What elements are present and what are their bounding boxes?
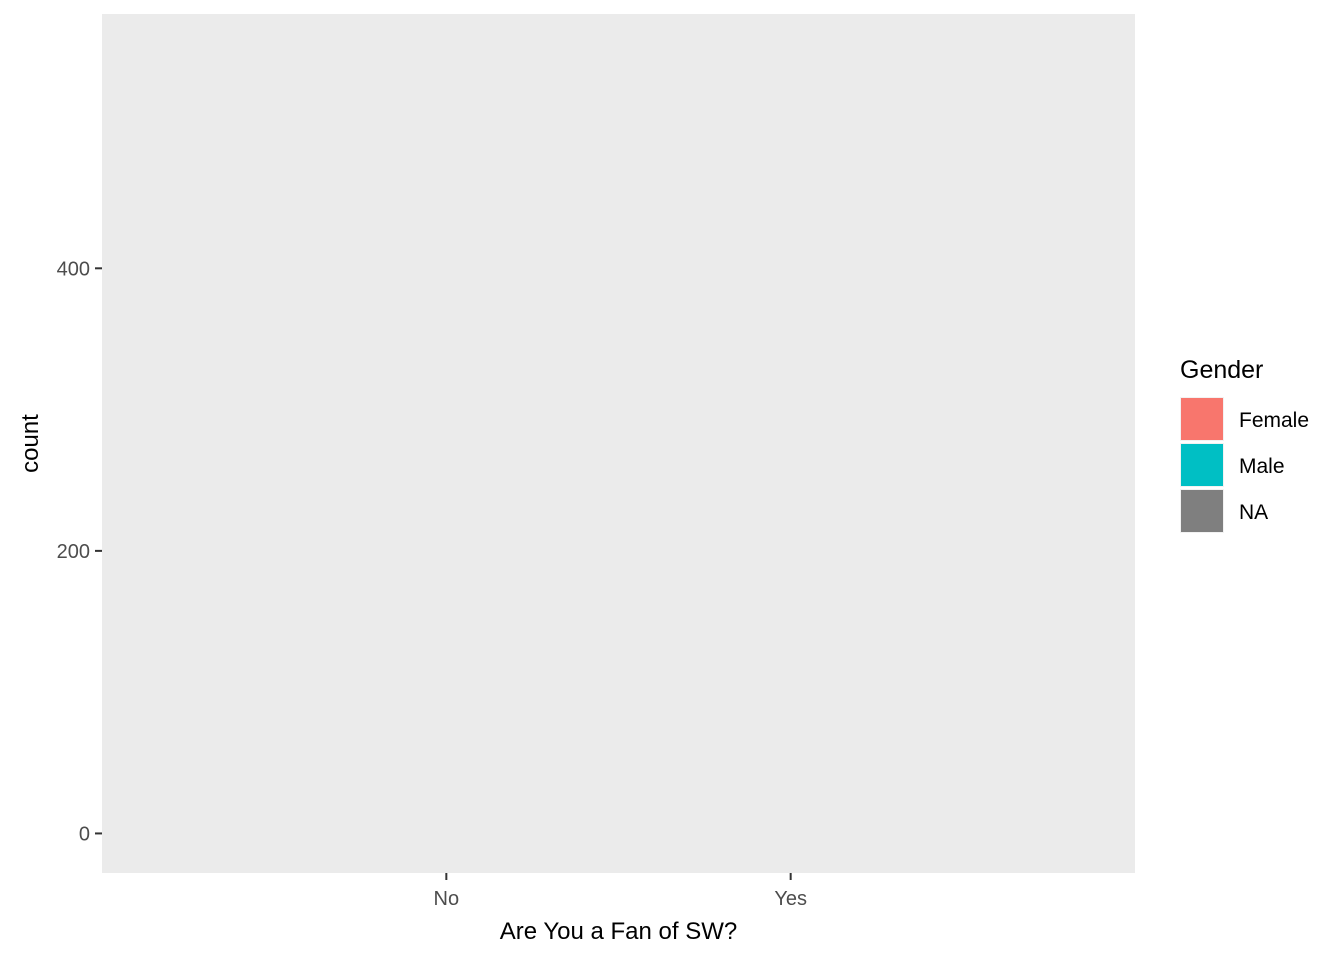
legend-label-male: Male xyxy=(1239,455,1285,478)
y-axis: 0 200 400 xyxy=(57,258,102,845)
legend: Gender Female Male NA xyxy=(1180,356,1309,533)
y-axis-title: count xyxy=(17,414,44,473)
plot-panel-bg xyxy=(102,14,1135,873)
legend-label-na: NA xyxy=(1239,501,1268,524)
y-tick-label: 0 xyxy=(79,823,90,845)
legend-swatch-male xyxy=(1181,444,1223,486)
x-axis: No Yes xyxy=(434,873,807,910)
legend-label-female: Female xyxy=(1239,409,1309,432)
legend-title: Gender xyxy=(1180,356,1263,384)
legend-items: Female Male NA xyxy=(1180,397,1309,533)
legend-swatch-female xyxy=(1181,398,1223,440)
x-tick-label: No xyxy=(434,888,460,910)
y-tick-label: 200 xyxy=(57,541,90,563)
legend-swatch-na xyxy=(1181,490,1223,532)
x-axis-title: Are You a Fan of SW? xyxy=(500,918,737,945)
x-tick-label: Yes xyxy=(774,888,807,910)
y-tick-label: 400 xyxy=(57,258,90,280)
